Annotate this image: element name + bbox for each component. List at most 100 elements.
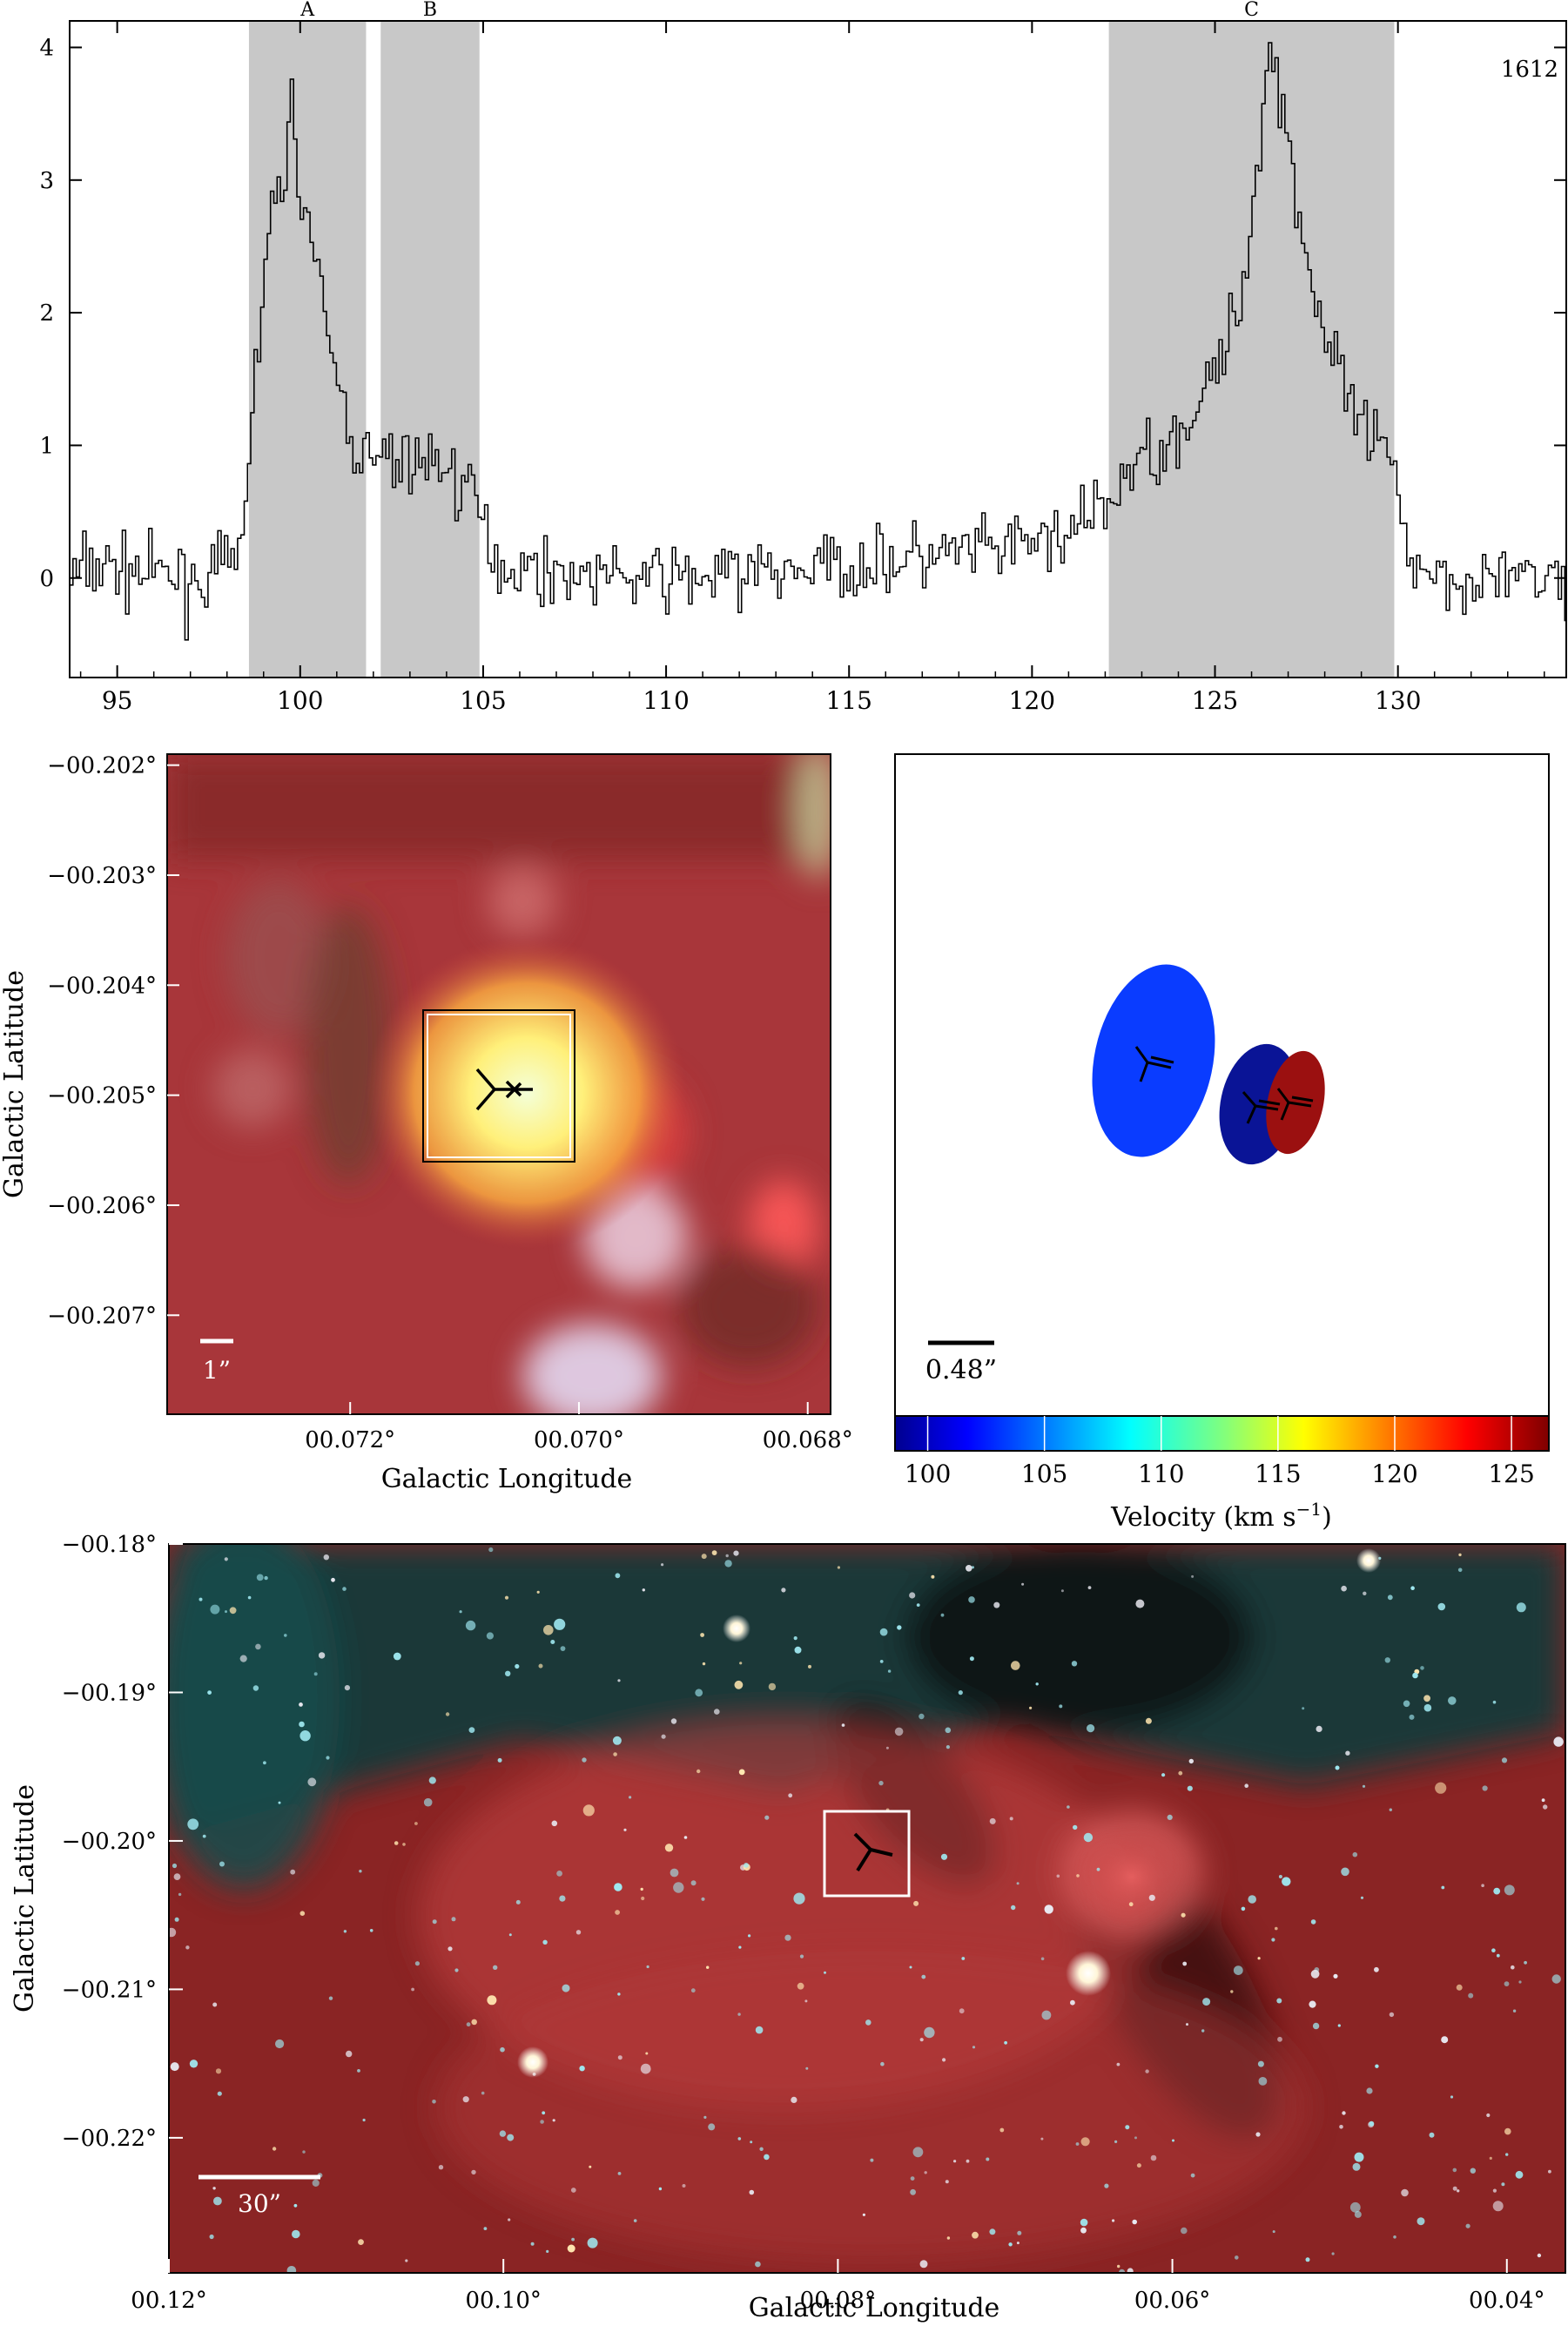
field-star xyxy=(299,1721,305,1728)
field-star xyxy=(1145,2069,1149,2073)
field-star xyxy=(540,2120,544,2124)
component-a-blob xyxy=(1092,964,1215,1157)
field-star xyxy=(737,2012,741,2016)
field-star xyxy=(953,2160,957,2163)
x-tick-label: 100 xyxy=(277,686,323,715)
field-star xyxy=(570,2188,576,2193)
field-star xyxy=(465,1620,476,1631)
field-star xyxy=(1493,1887,1501,1895)
field-star xyxy=(968,1596,975,1603)
field-star xyxy=(212,2187,216,2190)
field-star xyxy=(343,1930,347,1933)
field-star xyxy=(1008,2242,1013,2247)
wide-y-tick-label: −00.19° xyxy=(62,1680,157,1706)
field-star xyxy=(1369,2120,1375,2127)
field-star xyxy=(1393,2235,1396,2239)
field-star xyxy=(664,1844,674,1852)
field-star xyxy=(414,1822,418,1825)
field-star xyxy=(210,1604,220,1615)
field-star xyxy=(1492,1700,1497,1704)
field-star xyxy=(1230,1990,1234,1993)
field-star xyxy=(225,1610,227,1614)
field-star xyxy=(169,1927,177,1938)
field-star xyxy=(700,1633,704,1637)
field-star xyxy=(640,1887,643,1891)
field-star xyxy=(1441,2036,1449,2044)
field-star xyxy=(764,2154,770,2161)
field-star xyxy=(1244,1783,1248,1788)
field-star xyxy=(969,1656,974,1662)
field-star xyxy=(734,1680,744,1689)
field-star xyxy=(202,1834,206,1838)
component-b-marker-icon xyxy=(1242,1091,1281,1124)
field-star xyxy=(924,2171,927,2174)
field-star xyxy=(645,2052,649,2055)
field-star xyxy=(612,1736,622,1745)
field-star xyxy=(613,1752,617,1756)
field-star xyxy=(172,1863,178,1869)
spectrum-line xyxy=(70,42,1566,641)
field-star xyxy=(1349,2201,1361,2213)
field-star xyxy=(1441,1885,1445,1890)
field-star xyxy=(1021,1582,1025,1586)
colorbar-ticks: 100 105 110 115 120 125 xyxy=(905,1416,1535,1488)
field-star xyxy=(824,1971,826,1974)
field-star xyxy=(706,1965,710,1969)
field-star xyxy=(1417,2217,1425,2226)
bright-star-4 xyxy=(723,1615,750,1642)
field-star xyxy=(307,1777,317,1787)
field-star xyxy=(170,2062,179,2072)
field-star xyxy=(1041,2010,1052,2020)
component-scale-label: 0.48” xyxy=(925,1355,997,1385)
field-star xyxy=(1202,1998,1211,2006)
field-star xyxy=(1492,2188,1497,2193)
field-star xyxy=(1172,2139,1174,2142)
field-star xyxy=(1117,2264,1120,2269)
field-star xyxy=(661,1563,664,1567)
field-star xyxy=(724,1560,732,1568)
field-star xyxy=(690,1880,697,1886)
field-star xyxy=(394,1841,399,1845)
field-star xyxy=(959,2008,965,2014)
field-star xyxy=(841,1723,845,1727)
field-star xyxy=(1341,1867,1349,1877)
field-star xyxy=(1403,1700,1410,1708)
wide-y-axis-label: Galactic Latitude xyxy=(10,1784,40,2012)
field-star xyxy=(1492,2201,1504,2212)
field-star xyxy=(567,2244,575,2253)
field-star xyxy=(1248,1895,1256,1904)
region-labels: A B C xyxy=(299,0,1259,21)
field-star xyxy=(344,1685,350,1691)
field-star xyxy=(617,1679,621,1682)
field-star xyxy=(961,1957,966,1960)
field-star xyxy=(493,1965,498,1970)
field-star xyxy=(1076,1874,1080,1878)
field-star xyxy=(1004,2040,1007,2045)
field-star xyxy=(1136,2163,1141,2168)
zoom-source-box-outer xyxy=(422,1009,575,1163)
field-star xyxy=(1437,1602,1446,1611)
zoom-scale-label: 1” xyxy=(203,1356,231,1385)
field-star xyxy=(508,1933,512,1937)
field-star xyxy=(1271,1938,1275,1942)
field-star xyxy=(229,1607,237,1615)
field-star xyxy=(575,1930,582,1935)
field-star xyxy=(912,2147,924,2158)
field-star xyxy=(212,2002,218,2007)
field-star xyxy=(1410,1586,1415,1590)
field-star xyxy=(865,2019,871,2026)
field-stars xyxy=(169,1547,1564,2273)
x-tick-label: 125 xyxy=(1192,686,1238,715)
wide-y-tick-label: −00.22° xyxy=(62,2126,157,2152)
field-star xyxy=(1083,1832,1094,1843)
field-star xyxy=(312,2179,320,2187)
field-star xyxy=(1073,1824,1078,1830)
field-star xyxy=(217,2091,222,2096)
field-star xyxy=(486,1632,495,1640)
field-star xyxy=(946,2236,951,2240)
field-star xyxy=(1071,1661,1078,1667)
zoom-y-tick-label: −00.203° xyxy=(47,863,157,889)
field-star xyxy=(1354,2152,1364,2162)
field-star xyxy=(1518,1980,1522,1984)
field-star xyxy=(432,2100,436,2104)
